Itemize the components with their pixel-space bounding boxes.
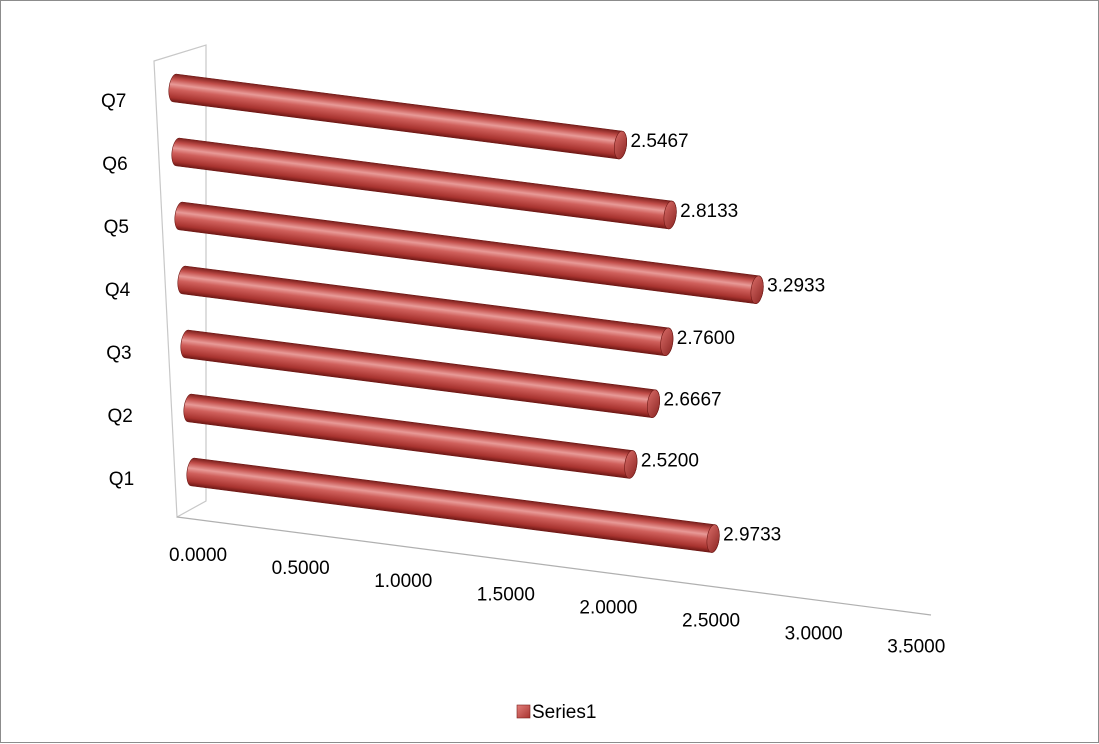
category-label: Q4 — [105, 280, 131, 301]
category-label: Q3 — [106, 343, 131, 364]
x-tick-label: 0.5000 — [272, 558, 330, 579]
x-axis-line — [176, 516, 932, 616]
category-label: Q5 — [104, 217, 129, 238]
x-tick-label: 1.5000 — [477, 584, 535, 605]
bar-q5 — [174, 201, 764, 304]
data-label: 2.7600 — [677, 328, 735, 349]
category-label: Q2 — [108, 406, 133, 427]
bar-body — [183, 393, 638, 479]
x-tick-label: 3.5000 — [887, 637, 945, 658]
bar-cylinder — [186, 457, 720, 553]
bar-end-cap — [706, 524, 720, 553]
bar-body — [174, 201, 764, 304]
bar-body — [171, 137, 677, 230]
bar-q1 — [186, 457, 720, 553]
bar-body — [180, 329, 660, 418]
bar-end-cap — [663, 200, 677, 230]
data-label: 3.2933 — [767, 276, 825, 297]
bar-body — [186, 457, 720, 553]
bar-q2 — [183, 393, 638, 479]
bar-end-cap — [646, 389, 660, 418]
data-label: 2.5467 — [630, 131, 688, 152]
bar-q7 — [168, 73, 628, 160]
category-label: Q1 — [109, 469, 134, 490]
bars — [168, 73, 764, 553]
x-tick-label: 3.0000 — [785, 624, 843, 645]
x-tick-label: 2.0000 — [579, 597, 637, 618]
bar-q6 — [171, 137, 677, 230]
x-tick-label: 2.5000 — [682, 611, 740, 632]
data-label: 2.6667 — [663, 390, 721, 411]
bar-body — [177, 265, 674, 357]
bar-end-cap — [660, 327, 674, 357]
bar-q3 — [180, 329, 660, 418]
bar-body — [168, 73, 628, 160]
bar-end-cap — [750, 275, 764, 304]
bar-end-cap — [624, 450, 638, 479]
x-tick-label: 0.0000 — [169, 545, 227, 566]
x-tick-label: 1.0000 — [374, 571, 432, 592]
category-label: Q7 — [101, 91, 126, 112]
category-label: Q6 — [102, 154, 127, 175]
axes — [153, 44, 932, 616]
bar-q4 — [177, 265, 674, 357]
legend-label-series1: Series1 — [532, 702, 596, 723]
labels: 0.0000 0.5000 1.0000 1.5000 2.0000 2.5000 3.00… — [101, 91, 945, 658]
data-label: 2.5200 — [641, 450, 699, 471]
data-label: 2.9733 — [723, 525, 781, 546]
back-wall — [153, 44, 207, 518]
data-label: 2.8133 — [680, 201, 738, 222]
legend-swatch-series1 — [516, 704, 531, 719]
legend: Series1 — [516, 702, 596, 723]
bar-end-cap — [613, 130, 628, 160]
